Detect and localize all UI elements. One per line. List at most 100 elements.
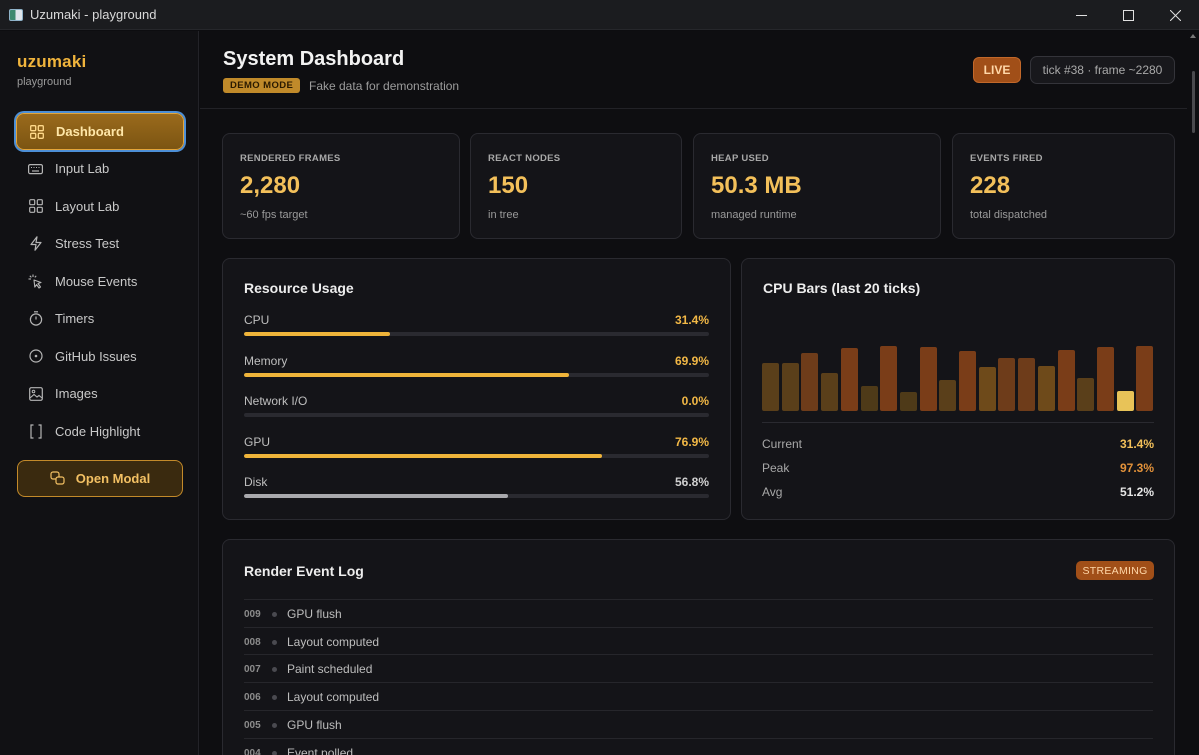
maximize-button[interactable] [1105, 0, 1152, 30]
main-scrollbar[interactable] [1187, 31, 1199, 755]
sidebar-item-label: Timers [55, 311, 95, 327]
demo-subtitle: Fake data for demonstration [309, 79, 460, 93]
resource-usage-card: Resource Usage CPU 31.4% Memory 69.9% Networ… [222, 258, 731, 520]
resource-progress-fill [244, 494, 509, 498]
log-text: GPU flush [287, 607, 342, 621]
window-titlebar: Uzumaki - playground [0, 0, 1199, 30]
cpu-bar [821, 373, 839, 411]
log-row: 009 GPU flush [244, 599, 1153, 627]
stat-card-events-fired: EVENTS FIRED 228 total dispatched [952, 133, 1175, 239]
cpu-bars-card: CPU Bars (last 20 ticks) Current 31.4% P… [741, 258, 1175, 520]
stat-label: REACT NODES [488, 153, 561, 164]
sidebar-item-label: Dashboard [56, 124, 124, 139]
cpu-bar [840, 347, 858, 411]
resource-row-memory: Memory 69.9% [244, 354, 709, 384]
scroll-up-arrow-icon[interactable] [1190, 34, 1196, 38]
sidebar-item-label: Input Lab [55, 161, 110, 177]
log-row: 008 Layout computed [244, 626, 1153, 655]
page-title: System Dashboard [223, 48, 405, 70]
live-badge: LIVE [973, 57, 1021, 83]
resource-row-network-i-o: Network I/O 0.0% [244, 394, 709, 424]
cpu-bar [998, 357, 1016, 411]
resource-progress-track [244, 453, 709, 458]
resource-value: 76.9% [674, 434, 709, 449]
stat-subtext: ~60 fps target [240, 209, 308, 221]
stat-card-heap-used: HEAP USED 50.3 MB managed runtime [693, 133, 941, 239]
card-title: Render Event Log [244, 563, 364, 579]
sidebar-item-dashboard[interactable]: Dashboard [16, 113, 184, 150]
cpu-stat-label: Avg [762, 485, 783, 499]
cpu-bar [939, 379, 957, 411]
sidebar-item-images[interactable]: Images [16, 375, 184, 413]
cpu-bar [1037, 366, 1055, 411]
demo-mode-badge: DEMO MODE [223, 78, 301, 93]
brand: uzumaki playground [17, 52, 86, 88]
log-text: Layout computed [287, 690, 380, 705]
sidebar-item-label: Mouse Events [55, 273, 138, 289]
sidebar-item-input-lab[interactable]: Input Lab [16, 150, 184, 188]
resource-value: 0.0% [681, 394, 709, 408]
resource-progress-fill [244, 453, 602, 458]
log-number: 009 [244, 609, 261, 620]
timer-icon [28, 311, 43, 326]
cpu-bar [1096, 347, 1114, 411]
main-content: System Dashboard DEMO MODE Fake data for… [200, 31, 1187, 755]
log-row: 005 GPU flush [244, 709, 1153, 738]
cpu-bar [959, 350, 976, 411]
cpu-bar [899, 391, 917, 411]
log-dot-icon [272, 695, 277, 701]
card-title: Resource Usage [244, 280, 354, 296]
brackets-icon [28, 424, 43, 439]
grid-icon [29, 124, 44, 139]
layout-icon [28, 199, 43, 214]
resource-name: Memory [244, 353, 288, 368]
stat-value: 2,280 [240, 172, 301, 199]
cpu-stat-value: 51.2% [1119, 485, 1154, 499]
sidebar-item-code-highlight[interactable]: Code Highlight [16, 413, 184, 451]
maximize-icon [1123, 9, 1134, 21]
minimize-button[interactable] [1058, 0, 1105, 30]
cpu-bar [1077, 377, 1095, 411]
sidebar-item-layout-lab[interactable]: Layout Lab [16, 188, 184, 226]
log-number: 008 [244, 636, 261, 648]
log-text: Layout computed [287, 634, 380, 649]
cpu-stat-value: 31.4% [1119, 437, 1154, 451]
render-event-log-card: Render Event Log STREAMING 009 GPU flush 0… [222, 539, 1175, 755]
log-number: 007 [244, 664, 261, 676]
sidebar-item-label: Layout Lab [55, 198, 120, 214]
sidebar-item-stress-test[interactable]: Stress Test [16, 225, 184, 263]
resource-row-disk: Disk 56.8% [244, 475, 709, 505]
streaming-badge: STREAMING [1076, 561, 1154, 580]
sidebar-item-timers[interactable]: Timers [16, 300, 184, 338]
sidebar-item-mouse-events[interactable]: Mouse Events [16, 263, 184, 301]
image-icon [28, 386, 43, 401]
log-number: 004 [244, 747, 261, 755]
cpu-stat-current: Current 31.4% [762, 437, 1154, 453]
scrollbar-thumb[interactable] [1192, 71, 1195, 133]
log-dot-icon [272, 722, 277, 728]
brand-name: uzumaki [17, 52, 87, 71]
open-modal-button[interactable]: Open Modal [17, 460, 183, 497]
sidebar-item-label: Images [55, 386, 98, 402]
sidebar-item-label: GitHub Issues [55, 348, 137, 364]
cpu-bar [762, 362, 779, 411]
bolt-icon [28, 236, 43, 252]
app-icon [9, 8, 23, 21]
cpu-bar [801, 353, 819, 411]
close-button[interactable] [1152, 0, 1199, 30]
resource-name: Disk [244, 475, 268, 489]
stat-card-react-nodes: REACT NODES 150 in tree [470, 133, 682, 239]
cpu-bar-chart [762, 346, 1156, 411]
stat-subtext: in tree [488, 209, 519, 221]
cpu-bar [919, 346, 937, 411]
cpu-bar [1116, 390, 1134, 411]
cursor-click-icon [28, 274, 43, 289]
stat-subtext: total dispatched [970, 209, 1048, 221]
cpu-bar [860, 386, 878, 411]
stat-value: 150 [488, 172, 529, 199]
sidebar-item-github-issues[interactable]: GitHub Issues [16, 338, 184, 376]
stat-value: 228 [970, 172, 1011, 199]
page-header: System Dashboard DEMO MODE Fake data for… [200, 31, 1187, 109]
cpu-stat-value: 97.3% [1119, 461, 1154, 475]
divider [762, 422, 1154, 423]
